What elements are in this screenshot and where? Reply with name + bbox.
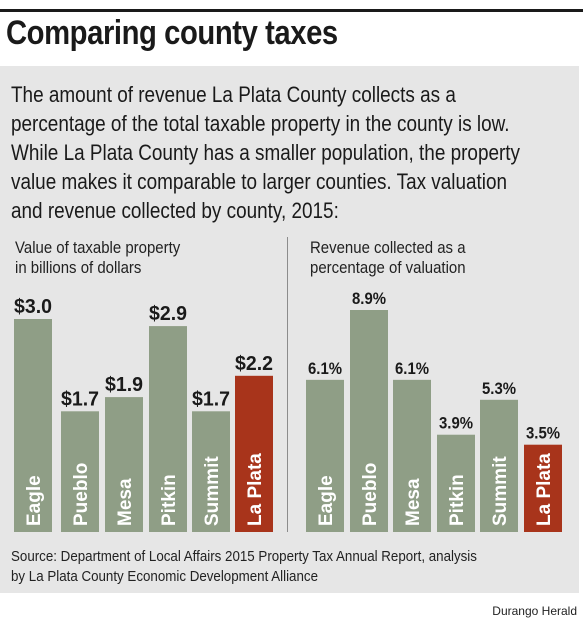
bar-value-eagle [14, 319, 52, 532]
category-label-rate-la-plata: La Plata [534, 453, 555, 526]
category-label-value-pitkin: Pitkin [159, 474, 180, 526]
category-label-rate-eagle: Eagle [316, 475, 337, 526]
source-note: Source: Department of Local Affairs 2015… [11, 547, 477, 587]
left-chart-title-line: Value of taxable property [15, 238, 181, 257]
source-line: Source: Department of Local Affairs 2015… [11, 549, 477, 565]
bar-value-summit [192, 411, 230, 532]
category-label-value-eagle: Eagle [24, 475, 45, 526]
category-label-value-mesa: Mesa [115, 478, 136, 526]
left-chart-title-line: in billions of dollars [15, 258, 142, 277]
intro-line: percentage of the total taxable property… [11, 111, 510, 136]
bar-rate-mesa [393, 379, 431, 532]
intro-line: While La Plata County has a smaller popu… [11, 140, 521, 165]
left-chart-title: Value of taxable property in billions of… [15, 238, 180, 278]
data-label-rate-eagle: 6.1% [308, 359, 342, 378]
bar-value-pitkin [149, 326, 187, 532]
data-label-value-pitkin: $2.9 [149, 303, 187, 325]
category-label-value-la-plata: La Plata [245, 453, 266, 526]
data-label-value-la-plata: $2.2 [235, 353, 273, 375]
intro-line: value makes it comparable to larger coun… [11, 169, 508, 194]
data-label-rate-pitkin: 3.9% [439, 414, 473, 433]
bar-value-mesa [105, 397, 143, 532]
right-chart-title: Revenue collected as a percentage of val… [310, 238, 466, 278]
data-label-value-eagle: $3.0 [14, 296, 52, 318]
bar-rate-pitkin [437, 434, 475, 532]
right-chart-title-line: percentage of valuation [310, 258, 466, 277]
right-chart-title-line: Revenue collected as a [310, 238, 466, 257]
credit: Durango Herald [492, 604, 577, 618]
category-label-rate-pueblo: Pueblo [360, 463, 381, 526]
headline: Comparing county taxes [6, 14, 338, 52]
data-label-value-mesa: $1.9 [105, 374, 143, 396]
bar-value-pueblo [61, 411, 99, 532]
bar-rate-eagle [306, 379, 344, 532]
intro-line: and revenue collected by county, 2015: [11, 198, 339, 223]
intro-line: The amount of revenue La Plata County co… [11, 82, 456, 107]
bar-rate-la-plata [524, 444, 562, 532]
data-label-rate-pueblo: 8.9% [352, 289, 386, 308]
intro-text: The amount of revenue La Plata County co… [11, 80, 579, 225]
bar-rate-pueblo [350, 310, 388, 532]
source-line: by La Plata County Economic Development … [11, 569, 318, 585]
chart-divider [287, 237, 288, 532]
data-label-rate-mesa: 6.1% [395, 359, 429, 378]
data-label-value-summit: $1.7 [192, 388, 230, 410]
data-label-rate-la-plata: 3.5% [526, 424, 560, 443]
top-rule [0, 9, 583, 12]
category-label-rate-summit: Summit [490, 456, 511, 526]
category-label-value-summit: Summit [202, 456, 223, 526]
data-label-rate-summit: 5.3% [482, 379, 516, 398]
category-label-value-pueblo: Pueblo [71, 463, 92, 526]
bar-rate-summit [480, 399, 518, 532]
bar-value-la-plata [235, 375, 273, 532]
category-label-rate-mesa: Mesa [403, 478, 424, 526]
data-label-value-pueblo: $1.7 [61, 388, 99, 410]
category-label-rate-pitkin: Pitkin [447, 474, 468, 526]
